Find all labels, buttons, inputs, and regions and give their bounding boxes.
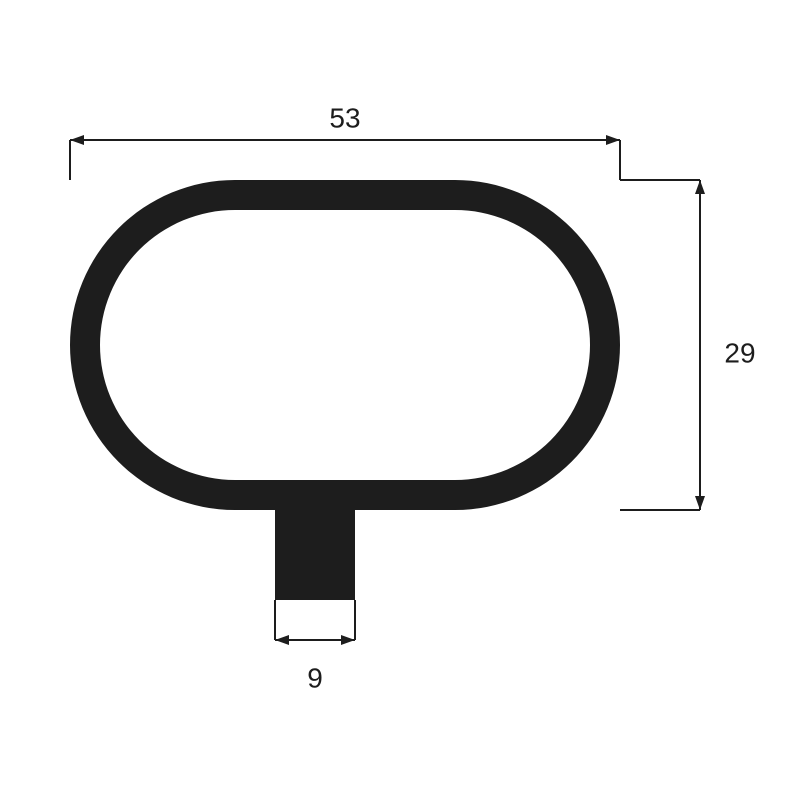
dim-width-arrow-right bbox=[606, 135, 620, 145]
technical-drawing: 53 29 9 bbox=[0, 0, 800, 800]
dim-width-label: 53 bbox=[329, 102, 360, 133]
profile-outline bbox=[70, 180, 620, 600]
dim-height-arrow-top bbox=[695, 180, 705, 194]
dim-tab-arrow-left bbox=[275, 635, 289, 645]
dim-height-label: 29 bbox=[724, 337, 755, 368]
dim-tab-label: 9 bbox=[307, 662, 323, 693]
dim-width-arrow-left bbox=[70, 135, 84, 145]
dim-tab-arrow-right bbox=[341, 635, 355, 645]
dim-height-arrow-bottom bbox=[695, 496, 705, 510]
